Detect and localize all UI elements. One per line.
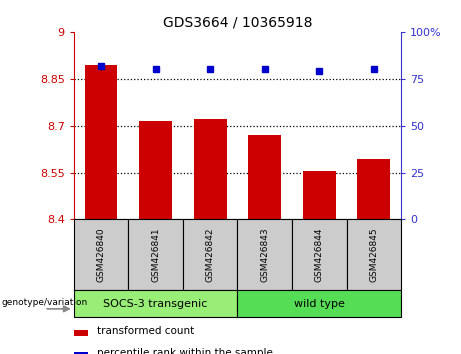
Text: GSM426843: GSM426843	[260, 228, 269, 282]
Text: wild type: wild type	[294, 298, 345, 309]
Text: GSM426842: GSM426842	[206, 228, 215, 282]
Text: GSM426841: GSM426841	[151, 228, 160, 282]
Bar	[357, 159, 390, 219]
Bar	[347, 219, 401, 290]
Text: SOCS-3 transgenic: SOCS-3 transgenic	[103, 298, 208, 309]
Bar	[237, 219, 292, 290]
Text: genotype/variation: genotype/variation	[1, 298, 88, 307]
Bar	[139, 121, 172, 219]
Bar	[74, 219, 128, 290]
Text: GSM426840: GSM426840	[96, 228, 106, 282]
Bar	[194, 119, 226, 219]
Bar	[85, 65, 118, 219]
Bar	[128, 219, 183, 290]
Text: GSM426845: GSM426845	[369, 228, 378, 282]
Bar	[248, 135, 281, 219]
Title: GDS3664 / 10365918: GDS3664 / 10365918	[163, 15, 312, 29]
Bar	[74, 290, 237, 317]
Bar	[74, 352, 88, 354]
Text: percentile rank within the sample: percentile rank within the sample	[97, 348, 272, 354]
Bar	[237, 290, 401, 317]
Bar	[303, 171, 336, 219]
Bar	[292, 219, 347, 290]
Bar	[183, 219, 237, 290]
Bar	[74, 330, 88, 336]
Text: GSM426844: GSM426844	[315, 228, 324, 282]
Text: transformed count: transformed count	[97, 326, 194, 336]
